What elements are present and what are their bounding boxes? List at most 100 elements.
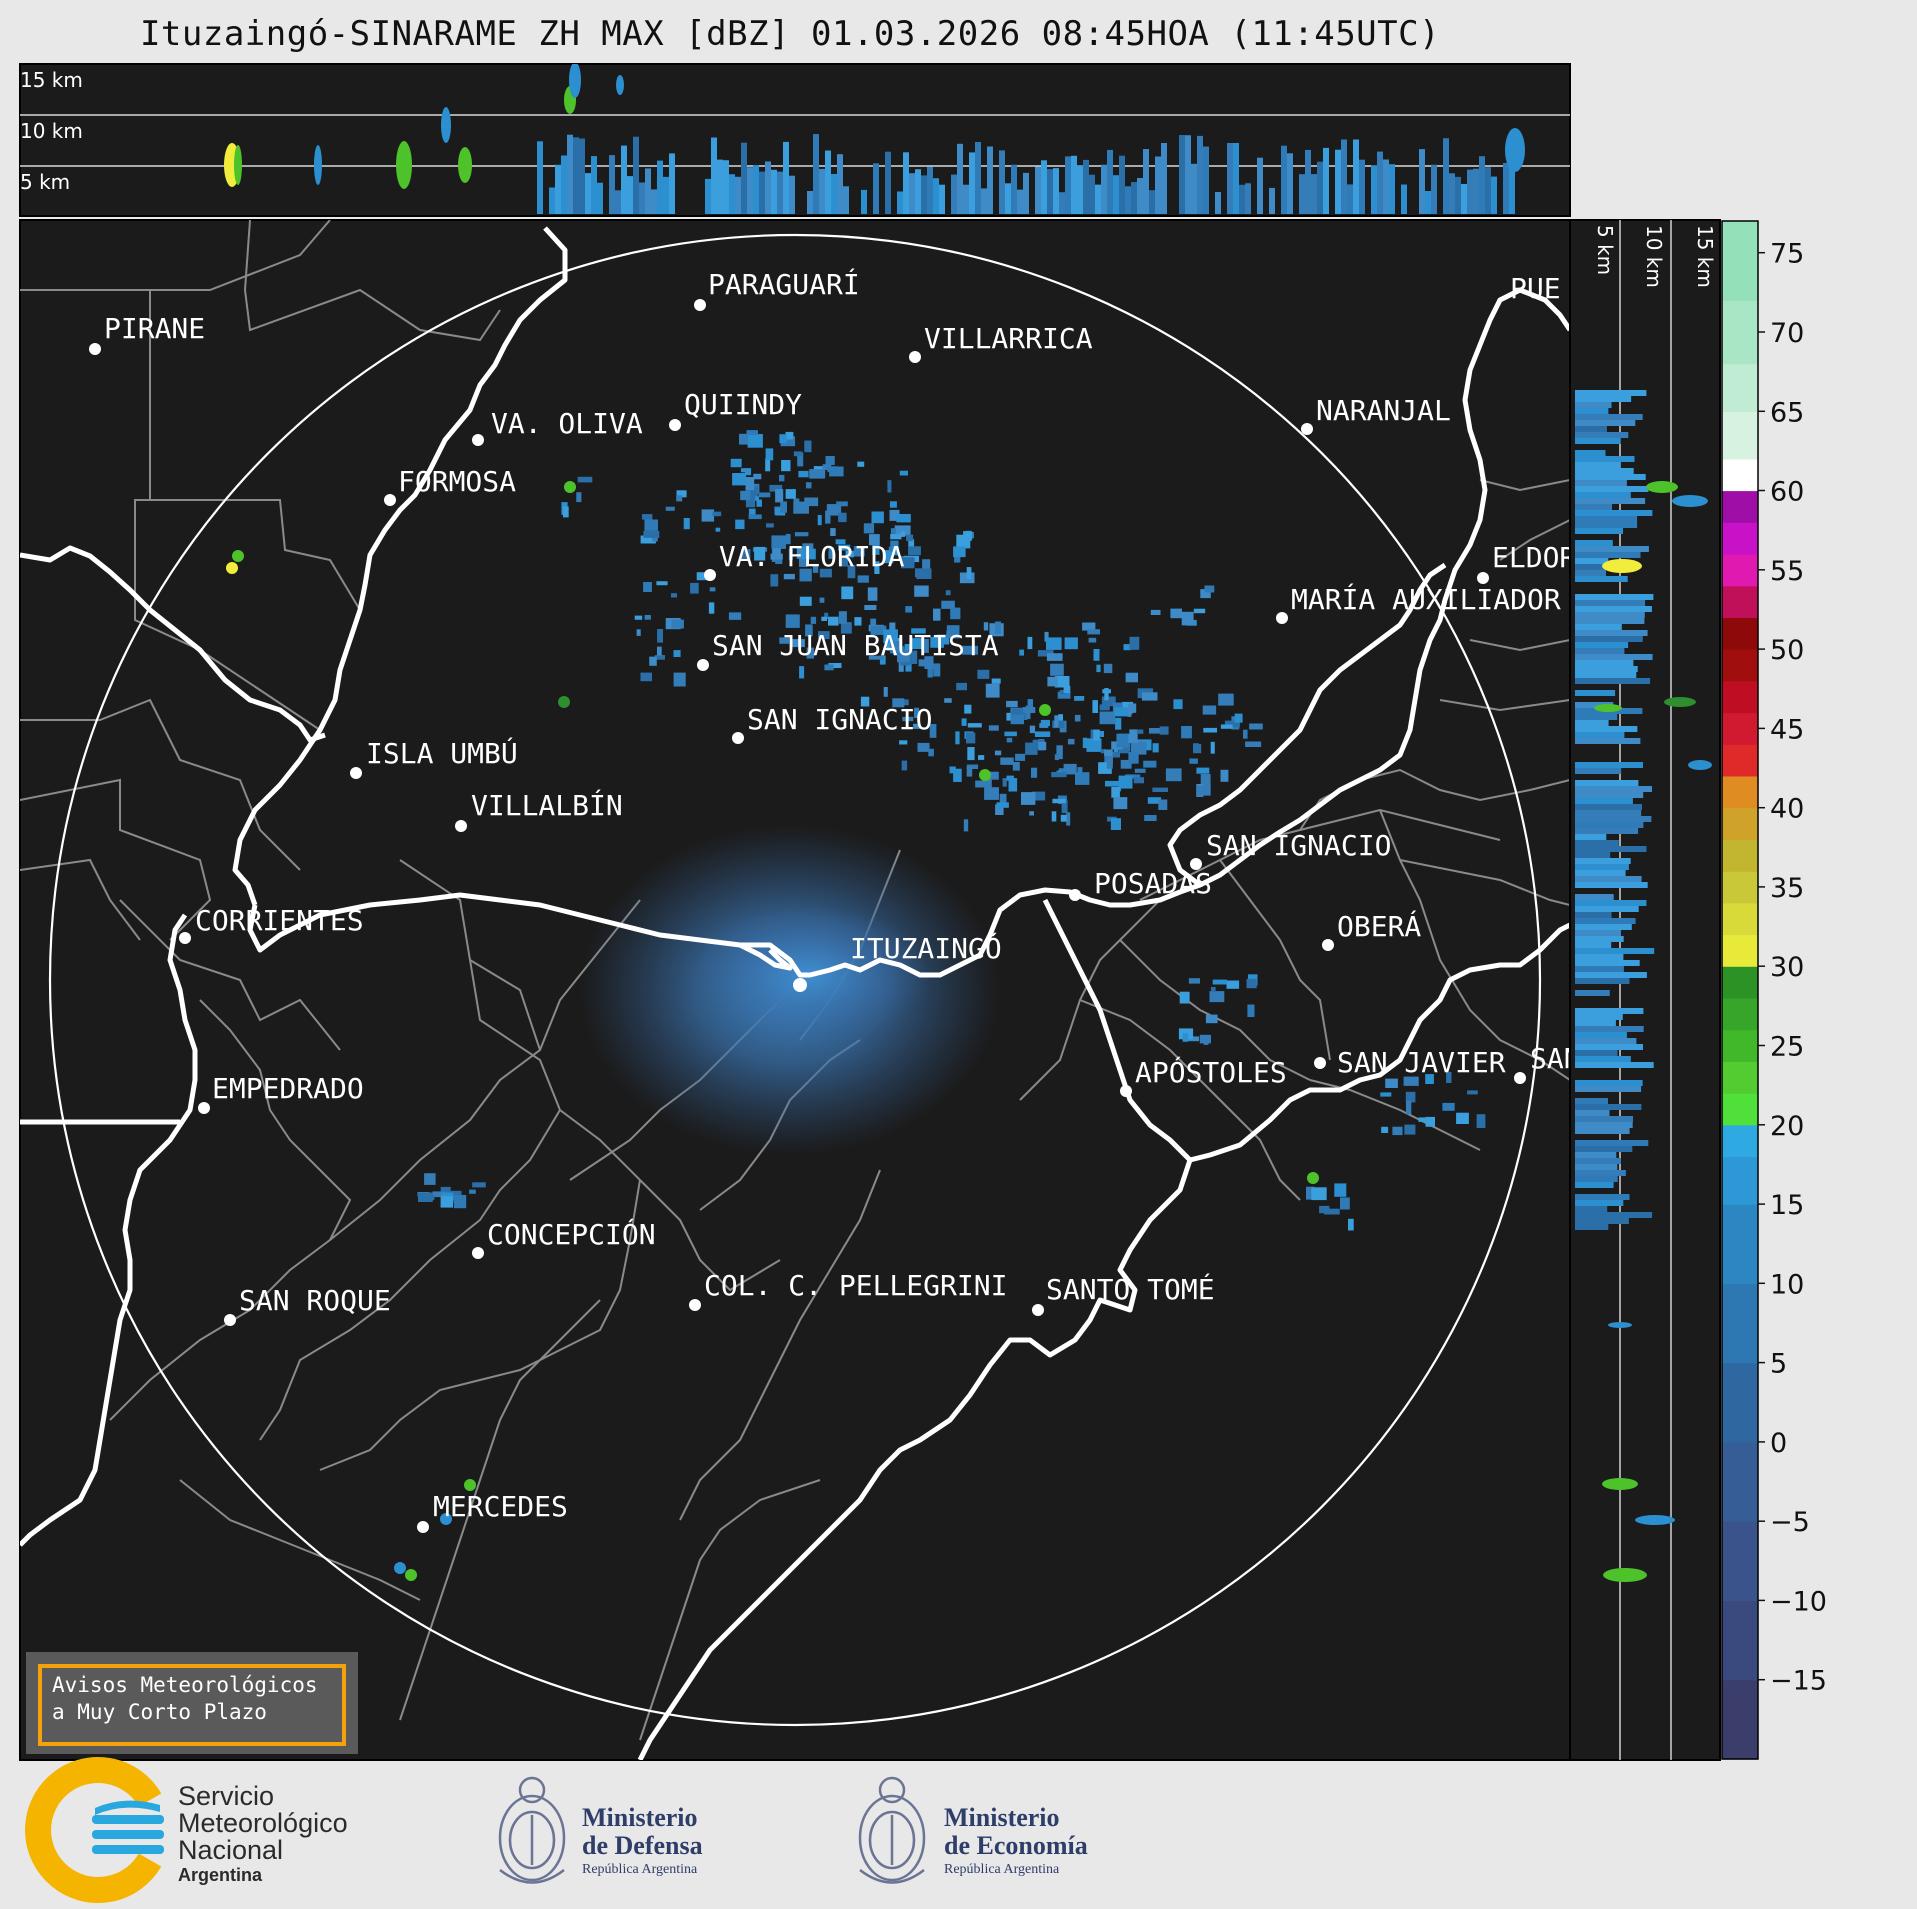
profile-cell bbox=[396, 141, 412, 189]
colorbar-tick-label: 50 bbox=[1770, 635, 1804, 666]
city-dot bbox=[179, 932, 191, 944]
echo-pixel bbox=[1226, 980, 1240, 989]
echo-pixel bbox=[709, 587, 716, 592]
profile-column bbox=[1113, 175, 1119, 214]
profile-row bbox=[1575, 1008, 1644, 1014]
profile-cell bbox=[616, 75, 624, 95]
echo-pixel bbox=[797, 452, 804, 467]
echo-pixel bbox=[879, 655, 886, 665]
defensa-line-2: de Defensa bbox=[582, 1831, 703, 1860]
echo-pixel bbox=[995, 621, 1001, 634]
city-dot bbox=[472, 1247, 484, 1259]
echo-pixel bbox=[1144, 815, 1157, 821]
echo-pixel bbox=[671, 593, 677, 598]
profile-column bbox=[1269, 187, 1275, 214]
echo-pixel bbox=[577, 476, 593, 483]
profile-column bbox=[843, 186, 849, 214]
colorbar-segment bbox=[1722, 1061, 1758, 1094]
profile-column bbox=[1011, 164, 1017, 214]
city-label: OBERÁ bbox=[1337, 909, 1421, 943]
echo-pixel bbox=[1101, 696, 1116, 707]
echo-pixel bbox=[1037, 650, 1054, 657]
echo-pixel bbox=[902, 716, 914, 722]
echo-pixel bbox=[1334, 1183, 1347, 1197]
echo-pixel bbox=[1380, 1092, 1392, 1097]
profile-row bbox=[1575, 768, 1622, 774]
colorbar-segment bbox=[1722, 1441, 1758, 1522]
city-dot bbox=[694, 299, 706, 311]
echo-pixel bbox=[922, 559, 931, 571]
profile-row bbox=[1575, 1218, 1629, 1224]
profile-row bbox=[1575, 1122, 1633, 1128]
profile-column bbox=[1017, 189, 1023, 214]
city-marker: ISLA UMBÚ bbox=[350, 736, 518, 779]
defensa-line-3: República Argentina bbox=[582, 1862, 698, 1877]
echo-pixel bbox=[745, 496, 756, 508]
echo-pixel bbox=[1012, 708, 1028, 720]
echo-pixel bbox=[946, 630, 951, 639]
echo-pixel bbox=[890, 533, 902, 540]
echo-pixel bbox=[1203, 727, 1217, 733]
city-marker: VILLALBÍN bbox=[455, 788, 623, 832]
economia-coat-of-arms bbox=[858, 1776, 926, 1884]
echo-pixel bbox=[824, 612, 829, 619]
echo-core bbox=[979, 769, 991, 781]
echo-pixel bbox=[854, 617, 862, 626]
echo-pixel bbox=[944, 698, 952, 703]
profile-row bbox=[1575, 810, 1642, 816]
colorbar-segment bbox=[1722, 411, 1758, 460]
echo-pixel bbox=[730, 458, 742, 468]
profile-row bbox=[1575, 432, 1629, 438]
profile-row bbox=[1575, 1200, 1624, 1206]
city-marker: MARÍA AUXILIADOR bbox=[1276, 582, 1561, 624]
echo-pixel bbox=[775, 489, 784, 503]
echo-pixel bbox=[1188, 978, 1200, 984]
city-dot bbox=[455, 820, 467, 832]
echo-pixel bbox=[1158, 799, 1168, 810]
profile-column bbox=[1239, 184, 1245, 214]
echo-pixel bbox=[1247, 1004, 1255, 1017]
echo-pixel bbox=[1104, 749, 1113, 757]
echo-pixel bbox=[950, 607, 961, 620]
echo-pixel bbox=[845, 550, 854, 558]
profile-row bbox=[1575, 1080, 1643, 1086]
echo-pixel bbox=[424, 1173, 436, 1185]
profile-column bbox=[861, 189, 867, 214]
side-height-label-10: 10 km bbox=[1642, 225, 1666, 288]
top-height-label-5: 5 km bbox=[20, 170, 70, 194]
echo-pixel bbox=[917, 742, 930, 752]
profile-column bbox=[1281, 145, 1287, 214]
echo-pixel bbox=[901, 557, 915, 569]
echo-pixel bbox=[794, 532, 809, 537]
profile-column bbox=[819, 168, 825, 214]
echo-pixel bbox=[642, 514, 653, 520]
echo-pixel bbox=[1159, 726, 1169, 735]
echo-pixel bbox=[967, 723, 982, 728]
echo-pixel bbox=[835, 539, 846, 545]
colorbar-segment bbox=[1722, 1600, 1758, 1681]
colorbar-tick-label: 30 bbox=[1770, 952, 1804, 983]
city-dot bbox=[224, 1314, 236, 1326]
echo-pixel bbox=[1340, 1197, 1350, 1210]
profile-cell bbox=[1635, 1515, 1675, 1525]
profile-row bbox=[1575, 408, 1609, 414]
city-label: FORMOSA bbox=[398, 465, 516, 498]
smn-logo-text: Servicio Meteorológico Nacional Argentin… bbox=[178, 1783, 348, 1886]
profile-row bbox=[1575, 552, 1641, 558]
profile-column bbox=[1353, 139, 1359, 214]
profile-column bbox=[1005, 183, 1011, 214]
profile-column bbox=[561, 155, 567, 214]
echo-pixel bbox=[799, 554, 805, 567]
profile-row bbox=[1575, 1098, 1608, 1104]
echo-pixel bbox=[901, 760, 908, 771]
echo-pixel bbox=[802, 548, 816, 560]
warning-link[interactable]: Avisos Meteorológicos a Muy Corto Plazo bbox=[38, 1664, 346, 1746]
top-height-label-10: 10 km bbox=[20, 119, 83, 143]
echo-pixel bbox=[983, 622, 989, 631]
echo-pixel bbox=[1403, 1076, 1419, 1086]
echo-pixel bbox=[857, 461, 865, 467]
echo-pixel bbox=[996, 802, 1009, 808]
echo-pixel bbox=[748, 514, 762, 520]
profile-column bbox=[573, 137, 579, 214]
echo-pixel bbox=[908, 546, 921, 556]
